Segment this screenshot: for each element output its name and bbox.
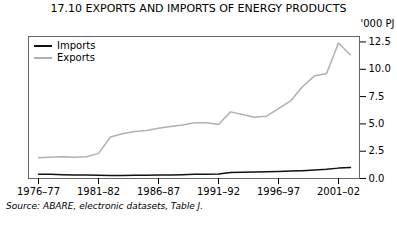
html-text:Source: ABARE, electronic data: Source: ABARE, electronic datasets, Tabl… [6,201,204,211]
html-text:17.10 EXPORTS AND IMPORTS OF E: 17.10 EXPORTS AND IMPORTS OF ENERGY PROD… [50,2,347,15]
svg-text:1991–92: 1991–92 [197,186,240,197]
svg-text:1976–77: 1976–77 [17,186,60,197]
svg-text:1986–87: 1986–87 [137,186,180,197]
svg-text:12.5: 12.5 [369,36,391,47]
html-text:Imports: Imports [57,40,96,51]
svg-text:'000 PJ: '000 PJ [361,18,395,29]
svg-text:1981–82: 1981–82 [77,186,120,197]
svg-text:10.0: 10.0 [369,63,391,74]
svg-text:7.5: 7.5 [369,91,385,102]
svg-text:1996–97: 1996–97 [257,186,300,197]
html-text:Exports: Exports [57,52,95,63]
svg-text:2001–02: 2001–02 [317,186,360,197]
svg-text:0.0: 0.0 [369,173,385,184]
svg-text:2.5: 2.5 [369,145,385,156]
svg-text:5.0: 5.0 [369,118,385,129]
